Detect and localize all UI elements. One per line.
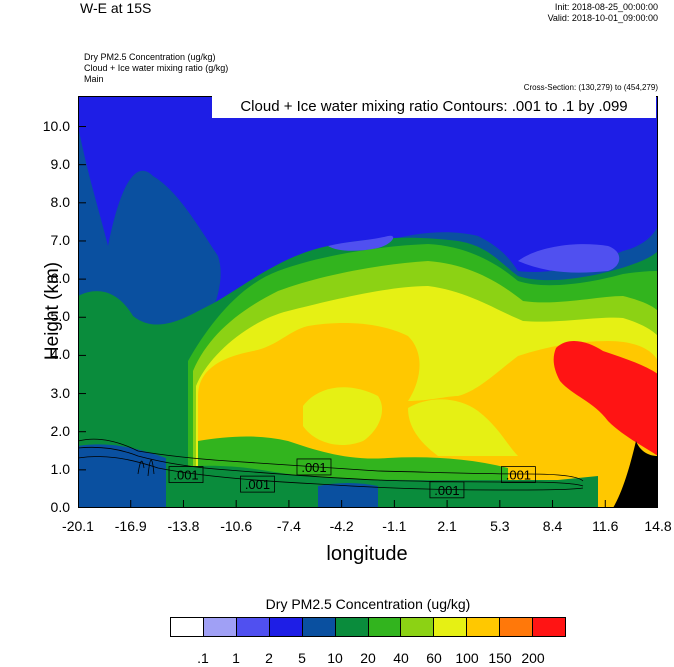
terrain bbox=[613, 441, 658, 508]
colorbar-level-label: 1 bbox=[232, 650, 240, 666]
contour-label: .001 bbox=[168, 466, 204, 483]
x-tick-label: -13.8 bbox=[167, 518, 200, 534]
level-2 bbox=[328, 235, 394, 251]
colorbar-swatch bbox=[302, 618, 336, 636]
x-tick-label: -4.2 bbox=[329, 518, 354, 534]
colorbar-swatch bbox=[434, 618, 468, 636]
colorbar-swatch bbox=[269, 618, 303, 636]
colorbar-swatch bbox=[401, 618, 435, 636]
y-tick-marks bbox=[78, 126, 86, 508]
colorbar-level-label: 2 bbox=[265, 650, 273, 666]
colorbar-swatch bbox=[236, 618, 270, 636]
cross-section-label: Cross-Section: (130,279) to (454,279) bbox=[523, 83, 658, 92]
level-100 bbox=[303, 387, 383, 446]
colorbar-swatch bbox=[203, 618, 237, 636]
y-tick-label: 0.0 bbox=[50, 499, 70, 515]
cloud-contour bbox=[78, 456, 584, 491]
colorbar-swatch bbox=[500, 618, 534, 636]
contour-info-label: Cloud + Ice water mixing ratio Contours:… bbox=[212, 96, 656, 118]
contour-label: .001 bbox=[240, 475, 275, 493]
colorbar-swatch bbox=[533, 618, 566, 636]
colorbar-level-label: .1 bbox=[197, 650, 209, 666]
x-tick-label: -10.6 bbox=[220, 518, 253, 534]
y-tick-label: 2.0 bbox=[50, 422, 70, 439]
colorbar-level-label: 200 bbox=[521, 650, 545, 666]
x-tick-label: 14.8 bbox=[644, 518, 672, 534]
colorbar-level-label: 5 bbox=[298, 650, 306, 666]
x-tick-label: 5.3 bbox=[490, 518, 510, 534]
contour-label-box bbox=[296, 458, 332, 476]
level-200 bbox=[553, 340, 658, 456]
x-tick-label: -16.9 bbox=[114, 518, 147, 534]
contour-label: .001 bbox=[296, 458, 332, 476]
x-tick-label: 2.1 bbox=[437, 518, 457, 534]
y-tick-label: 3.0 bbox=[50, 384, 70, 401]
valid-time: Valid: 2018-10-01_09:00:00 bbox=[547, 13, 658, 23]
level-2 bbox=[518, 244, 620, 273]
pm25-filled-contours bbox=[78, 96, 658, 508]
level-10 bbox=[78, 444, 166, 508]
x-tick-label: 8.4 bbox=[542, 518, 563, 534]
colorbar-swatch bbox=[171, 618, 204, 636]
y-tick-label: 9.0 bbox=[50, 155, 70, 172]
contour-label-text: .001 bbox=[173, 468, 198, 483]
cloud-contour bbox=[78, 446, 584, 487]
y-axis-label: Height (km) bbox=[42, 261, 63, 361]
contour-label: .001 bbox=[429, 481, 465, 499]
field-label-cloud: Cloud + Ice water mixing ratio (g/kg) bbox=[84, 63, 229, 73]
contour-label-box bbox=[501, 466, 536, 483]
cloud-contour-lines bbox=[78, 438, 584, 491]
x-tick-label: -7.4 bbox=[276, 518, 301, 534]
colorbar-level-label: 100 bbox=[455, 650, 479, 666]
field-label-main: Main bbox=[84, 74, 104, 84]
x-tick-label: -1.1 bbox=[382, 518, 407, 534]
y-tick-label: 6.0 bbox=[50, 270, 70, 287]
colorbar-swatch bbox=[467, 618, 501, 636]
colorbar-level-label: 40 bbox=[393, 650, 409, 666]
contour-label-box bbox=[168, 466, 204, 483]
colorbar-level-label: 10 bbox=[327, 650, 343, 666]
level-10 bbox=[318, 483, 378, 508]
colorbar-swatch bbox=[335, 618, 369, 636]
cross-section-plot: .001 .001 .001 .001 .001 bbox=[78, 96, 658, 508]
y-tick-label: 1.0 bbox=[50, 460, 70, 477]
x-tick-label: 11.6 bbox=[592, 518, 619, 534]
contour-label-text: .001 bbox=[434, 483, 459, 498]
x-tick-label: -20.1 bbox=[62, 518, 94, 534]
y-tick-label: 5.0 bbox=[50, 308, 70, 325]
contour-label: .001 bbox=[501, 466, 536, 483]
contour-label-text: .001 bbox=[301, 460, 326, 475]
colorbar bbox=[170, 617, 566, 637]
cloud-contour bbox=[78, 438, 584, 482]
init-time: Init: 2018-08-25_00:00:00 bbox=[554, 2, 658, 12]
y-tick-label: 4.0 bbox=[50, 346, 70, 363]
level-100 bbox=[408, 399, 518, 456]
field-label-pm25: Dry PM2.5 Concentration (ug/kg) bbox=[84, 52, 216, 62]
y-tick-label: 10.0 bbox=[42, 117, 70, 134]
colorbar-level-label: 60 bbox=[426, 650, 442, 666]
contour-labels: .001 .001 .001 .001 .001 bbox=[168, 458, 536, 499]
colorbar-level-label: 150 bbox=[488, 650, 512, 666]
contour-label-text: .001 bbox=[506, 468, 531, 483]
x-axis-label: longitude bbox=[326, 543, 408, 565]
contour-label-box bbox=[240, 475, 275, 493]
x-tick-marks bbox=[78, 500, 658, 508]
colorbar-title: Dry PM2.5 Concentration (ug/kg) bbox=[265, 596, 471, 612]
colorbar-level-label: 20 bbox=[360, 650, 376, 666]
chart-title: W-E at 15S bbox=[80, 0, 152, 16]
y-tick-label: 8.0 bbox=[50, 193, 70, 210]
contour-label-text: .001 bbox=[245, 477, 270, 492]
colorbar-swatch bbox=[368, 618, 402, 636]
contour-label-box bbox=[429, 481, 465, 499]
y-tick-label: 7.0 bbox=[50, 231, 70, 248]
cloud-contour bbox=[137, 459, 155, 477]
